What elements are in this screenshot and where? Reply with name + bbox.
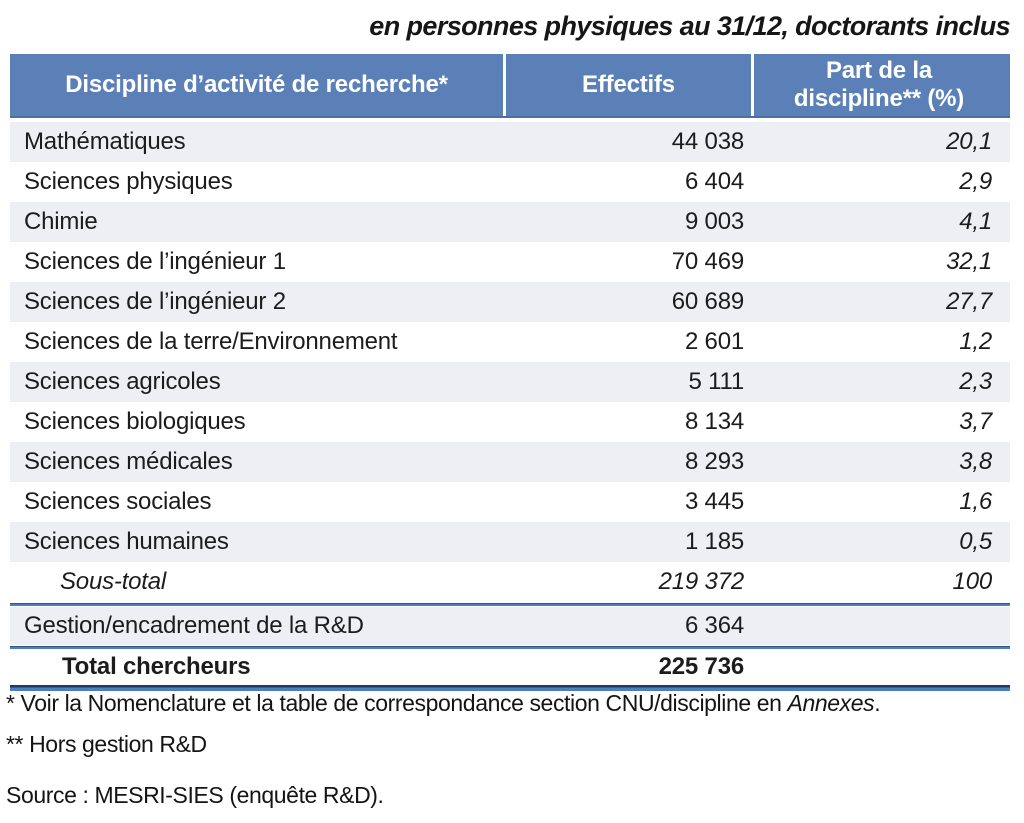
row-effectifs-value: 44 038 bbox=[671, 128, 744, 155]
subtotal-label: Sous-total bbox=[60, 568, 167, 595]
row-effectifs-value: 8 293 bbox=[684, 448, 744, 475]
row-part-value: 32,1 bbox=[946, 248, 992, 275]
table-header-row: Discipline d’activité de recherche* Effe… bbox=[10, 54, 1010, 118]
table-row-gestion: Gestion/encadrement de la R&D 6 364 bbox=[10, 607, 1010, 645]
table-row: Sciences de l’ingénieur 2 60 689 27,7 bbox=[10, 282, 1010, 322]
row-effectifs-value: 8 134 bbox=[684, 408, 744, 435]
total-effectifs: 225 736 bbox=[658, 653, 745, 680]
header-cell-effectifs: Effectifs bbox=[506, 54, 754, 116]
row-effectifs-value: 70 469 bbox=[671, 248, 744, 275]
row-part-value: 2,3 bbox=[959, 368, 992, 395]
row-part-value: 4,1 bbox=[959, 208, 992, 235]
row-discipline-label: Sciences médicales bbox=[24, 448, 233, 475]
row-part-value: 20,1 bbox=[946, 128, 992, 155]
source-line: Source : MESRI-SIES (enquête R&D). bbox=[6, 781, 384, 808]
row-effectifs-value: 2 601 bbox=[684, 328, 744, 355]
row-discipline-label: Sciences de l’ingénieur 1 bbox=[24, 248, 286, 275]
gestion-effectifs: 6 364 bbox=[684, 612, 744, 639]
row-part-value: 2,9 bbox=[959, 168, 992, 195]
table-row: Chimie 9 003 4,1 bbox=[10, 202, 1010, 242]
table-row: Sciences de l’ingénieur 1 70 469 32,1 bbox=[10, 242, 1010, 282]
subtotal-part: 100 bbox=[952, 568, 993, 595]
row-discipline-label: Sciences physiques bbox=[24, 168, 233, 195]
footnote-asterisk-period: . bbox=[874, 690, 881, 716]
header-cell-discipline: Discipline d’activité de recherche* bbox=[10, 54, 506, 116]
row-discipline-label: Sciences biologiques bbox=[24, 408, 246, 435]
table-body: Mathématiques 44 038 20,1 Sciences physique… bbox=[10, 122, 1010, 562]
footnote-asterisk-italic: Annexes bbox=[787, 690, 875, 716]
footnotes: * Voir la Nomenclature et la table de co… bbox=[6, 690, 1014, 823]
row-part-value: 3,8 bbox=[959, 448, 992, 475]
table-title: en personnes physiques au 31/12, doctora… bbox=[369, 11, 1010, 41]
row-effectifs-value: 5 111 bbox=[688, 368, 745, 395]
row-part-value: 1,2 bbox=[959, 328, 992, 355]
row-discipline-label: Sciences de l’ingénieur 2 bbox=[24, 288, 286, 315]
header-cell-part: Part de la discipline** (%) bbox=[793, 57, 965, 112]
subtotal-effectifs: 219 372 bbox=[658, 568, 745, 595]
row-effectifs-value: 9 003 bbox=[684, 208, 744, 235]
row-part-value: 0,5 bbox=[959, 528, 992, 555]
table-row-total: Total chercheurs 225 736 bbox=[10, 650, 1010, 684]
footnote-asterisk: * Voir la Nomenclature et la table de co… bbox=[6, 690, 1014, 716]
footnote-double-asterisk: ** Hors gestion R&D bbox=[6, 731, 207, 758]
row-effectifs-value: 6 404 bbox=[684, 168, 744, 195]
separator-line bbox=[10, 603, 1010, 606]
row-discipline-label: Sciences de la terre/Environnement bbox=[24, 328, 398, 355]
row-part-value: 1,6 bbox=[959, 488, 992, 515]
row-effectifs-value: 3 445 bbox=[684, 488, 744, 515]
table-row: Sciences humaines 1 185 0,5 bbox=[10, 522, 1010, 562]
row-discipline-label: Sciences sociales bbox=[24, 488, 212, 515]
disciplines-table: Discipline d’activité de recherche* Effe… bbox=[10, 54, 1010, 691]
table-row: Sciences physiques 6 404 2,9 bbox=[10, 162, 1010, 202]
table-row: Sciences agricoles 5 111 2,3 bbox=[10, 362, 1010, 402]
row-discipline-label: Chimie bbox=[24, 208, 98, 235]
table-row: Sciences biologiques 8 134 3,7 bbox=[10, 402, 1010, 442]
row-part-value: 3,7 bbox=[959, 408, 992, 435]
row-part-value: 27,7 bbox=[946, 288, 992, 315]
table-row-subtotal: Sous-total 219 372 100 bbox=[10, 562, 1010, 602]
row-effectifs-value: 60 689 bbox=[671, 288, 744, 315]
row-discipline-label: Sciences humaines bbox=[24, 528, 229, 555]
table-row: Sciences sociales 3 445 1,6 bbox=[10, 482, 1010, 522]
table-row: Mathématiques 44 038 20,1 bbox=[10, 122, 1010, 162]
table-row: Sciences de la terre/Environnement 2 601 1… bbox=[10, 322, 1010, 362]
page: en personnes physiques au 31/12, doctora… bbox=[6, 11, 1011, 808]
total-label: Total chercheurs bbox=[62, 653, 251, 680]
row-effectifs-value: 1 185 bbox=[684, 528, 744, 555]
gestion-label: Gestion/encadrement de la R&D bbox=[24, 612, 364, 639]
row-discipline-label: Sciences agricoles bbox=[24, 368, 221, 395]
separator-line bbox=[10, 646, 1010, 649]
footnote-asterisk-text: * Voir la Nomenclature et la table de co… bbox=[6, 690, 788, 716]
row-discipline-label: Mathématiques bbox=[24, 128, 186, 155]
table-row: Sciences médicales 8 293 3,8 bbox=[10, 442, 1010, 482]
bottom-border-line bbox=[10, 685, 1010, 691]
